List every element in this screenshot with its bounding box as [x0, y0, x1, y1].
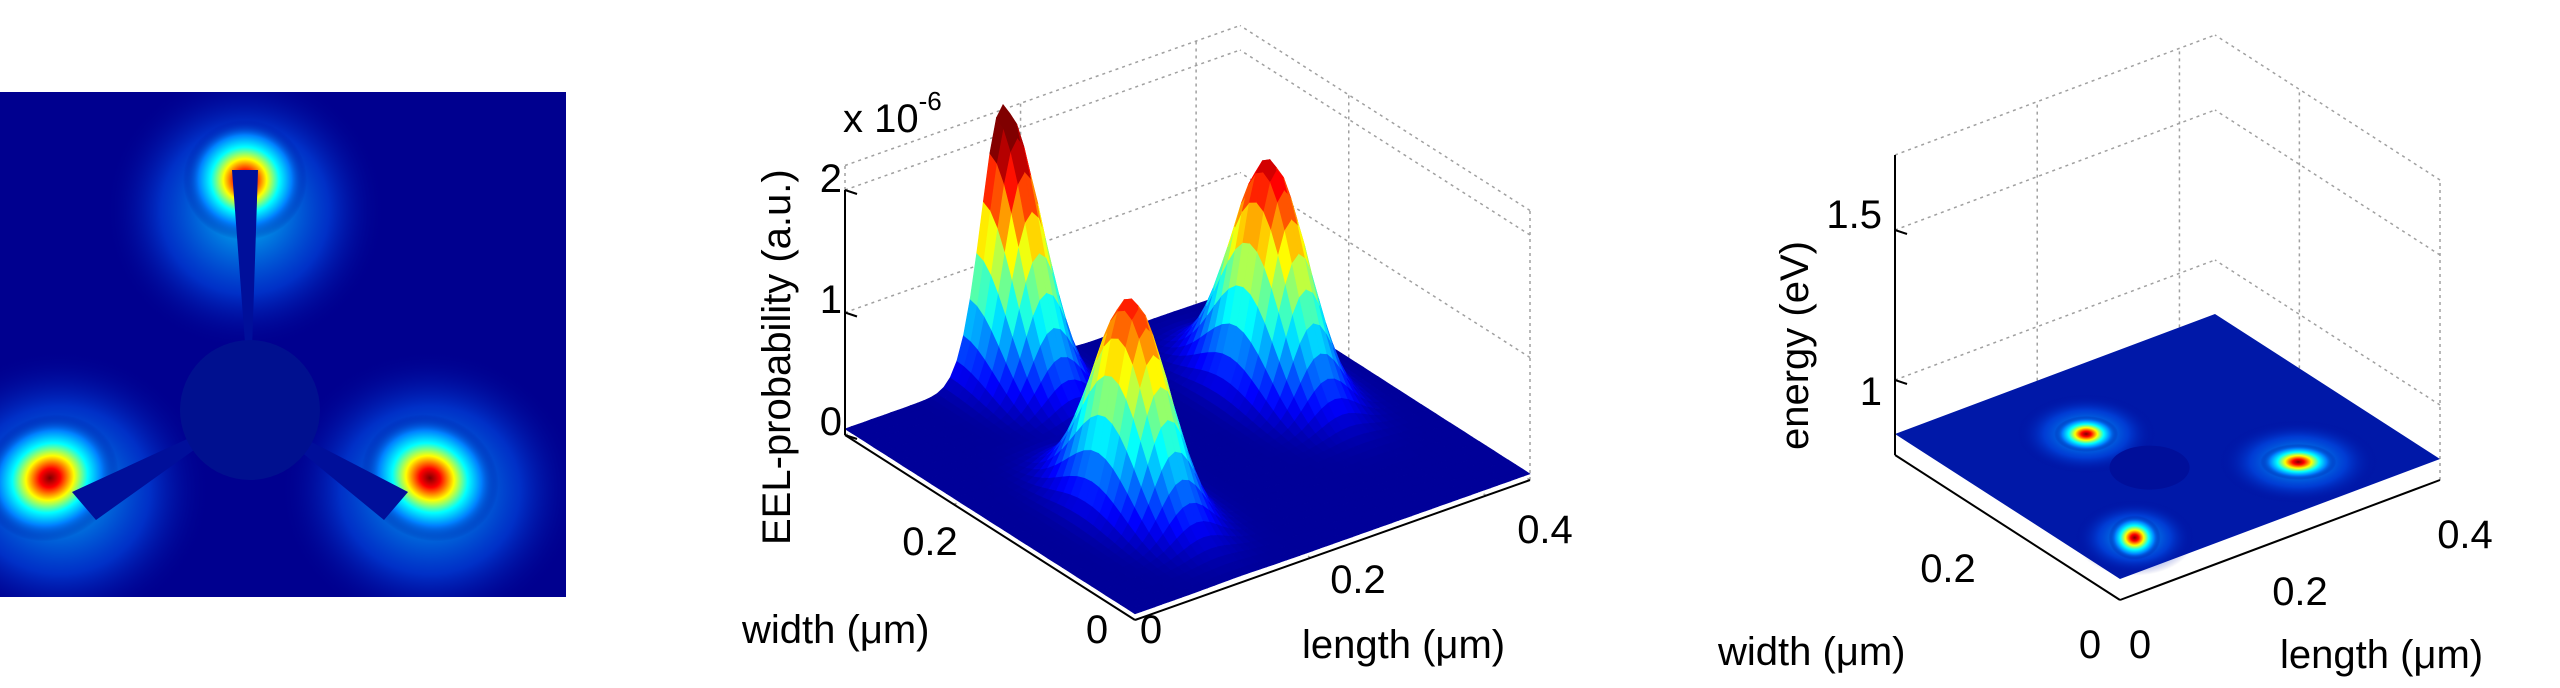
z-multiplier: x 10-6 — [843, 86, 942, 141]
grid-back-z — [1894, 259, 2216, 381]
grid-back-z — [1894, 109, 2216, 231]
grid-top-side — [1239, 24, 1531, 212]
lobe-lower-right — [361, 414, 499, 542]
middle-x-tick-0: 0 — [1140, 608, 1162, 652]
lobe-a — [2054, 415, 2119, 452]
right-x-tick-0: 0 — [2129, 623, 2151, 667]
grid-side-z — [1239, 171, 1531, 359]
right-z-tick-1.5: 1.5 — [1826, 193, 1882, 237]
middle-surface-panel: x 10-6 0 1 2 EEL-probability (a.u.) 0.2 … — [741, 24, 1573, 667]
star-core — [180, 340, 320, 480]
middle-axes — [844, 189, 1531, 621]
middle-z-axis-label: EEL-probability (a.u.) — [755, 169, 799, 545]
right-plane — [1895, 314, 2440, 579]
y-axis-line — [1894, 454, 2121, 601]
z-tick-mark — [1894, 379, 1908, 385]
lobe-lower-left — [0, 414, 119, 542]
grid-side-z — [1239, 49, 1531, 236]
middle-y-axis-label: width (μm) — [741, 608, 930, 652]
middle-z-tick-1: 1 — [820, 278, 842, 322]
x-axis-line — [1134, 479, 1531, 621]
right-y-tick-0.2: 0.2 — [1920, 547, 1976, 591]
right-z-tick-1: 1 — [1860, 370, 1882, 414]
surface-cell — [1515, 468, 1531, 477]
right-y-tick-0: 0 — [2079, 623, 2101, 667]
right-x-tick-0.2: 0.2 — [2272, 570, 2328, 614]
z-tick-mark — [844, 434, 858, 440]
grid-top-back — [844, 24, 1241, 167]
grid-top-back — [1894, 34, 2216, 156]
left-heatmap-panel — [0, 92, 566, 597]
middle-surface — [844, 104, 1531, 615]
middle-x-tick-0.2: 0.2 — [1330, 558, 1386, 602]
grid-top-side — [2214, 34, 2441, 181]
heatmap-pattern — [0, 92, 566, 597]
right-axes — [1894, 155, 2441, 601]
grid-side-z — [2214, 109, 2441, 256]
grid-side-z — [2214, 259, 2441, 406]
y-axis-line — [844, 434, 1136, 621]
middle-z-tick-0: 0 — [820, 400, 842, 444]
middle-x-axis-label: length (μm) — [1302, 623, 1505, 667]
middle-x-tick-0.4: 0.4 — [1517, 508, 1573, 552]
lobe-b — [2260, 443, 2337, 480]
right-x-tick-0.4: 0.4 — [2437, 513, 2493, 557]
z-tick-mark — [844, 189, 858, 195]
right-z-axis-label: energy (eV) — [1773, 241, 1817, 450]
middle-y-tick-0.2: 0.2 — [902, 520, 958, 564]
lobe-c — [2108, 515, 2161, 560]
right-x-axis-label: length (μm) — [2280, 633, 2483, 677]
right-y-axis-label: width (μm) — [1717, 630, 1906, 674]
energy-plane — [1895, 314, 2440, 579]
middle-y-tick-0: 0 — [1086, 608, 1108, 652]
z-tick-mark — [1894, 229, 1908, 235]
right-grid — [1894, 34, 2441, 480]
middle-z-tick-2: 2 — [820, 157, 842, 201]
right-surface-panel: 1.5 1 energy (eV) 0.2 0 0 0.2 0.4 width … — [1717, 34, 2493, 677]
star-core — [2109, 445, 2190, 490]
z-tick-mark — [844, 311, 858, 318]
x-axis-line — [2119, 479, 2441, 601]
